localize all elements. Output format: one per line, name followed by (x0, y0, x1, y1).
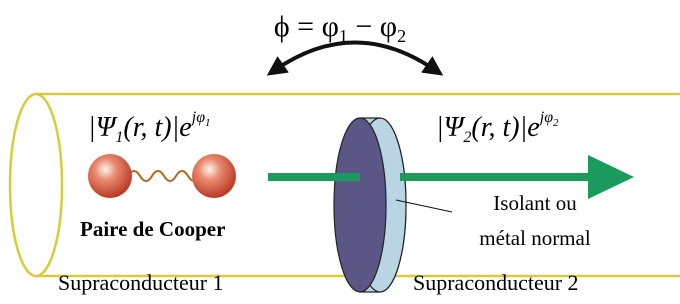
text: 1 (205, 117, 211, 129)
text: jφ (538, 109, 553, 126)
phase-arrow (275, 43, 435, 71)
current-arrow (268, 155, 634, 199)
wavefunction-2: |Ψ2(r, t)|ejφ2 (436, 109, 559, 146)
barrier-label: métal normal (479, 226, 591, 250)
text: 2 (463, 129, 471, 146)
superconductor-label: Supraconducteur 2 (413, 270, 579, 295)
text: 1 (115, 129, 123, 146)
cooper-pair (88, 154, 236, 198)
text: |Ψ (436, 112, 466, 143)
barrier-label: Isolant ou (493, 191, 577, 215)
text: |Ψ (88, 112, 118, 143)
cooper-pair-label: Paire de Cooper (80, 217, 225, 241)
diagram: ϕ = φ1 − φ2 |Ψ1(r, t)|ejφ1 |Ψ2(r, t)|ejφ… (0, 0, 680, 304)
text: − φ (348, 10, 397, 43)
text: jφ (190, 109, 205, 126)
text: (r, t)|e (123, 112, 191, 143)
text: (r, t)|e (471, 112, 539, 143)
text: 2 (397, 26, 406, 46)
superconductor-label: Supraconducteur 1 (58, 270, 224, 295)
text: 1 (339, 26, 348, 46)
phase-relation: ϕ = φ1 − φ2 (274, 10, 406, 46)
wavefunction-1: |Ψ1(r, t)|ejφ1 (88, 109, 211, 146)
text: ϕ = φ (274, 10, 339, 43)
barrier-disk (334, 118, 406, 292)
text: 2 (553, 117, 559, 129)
